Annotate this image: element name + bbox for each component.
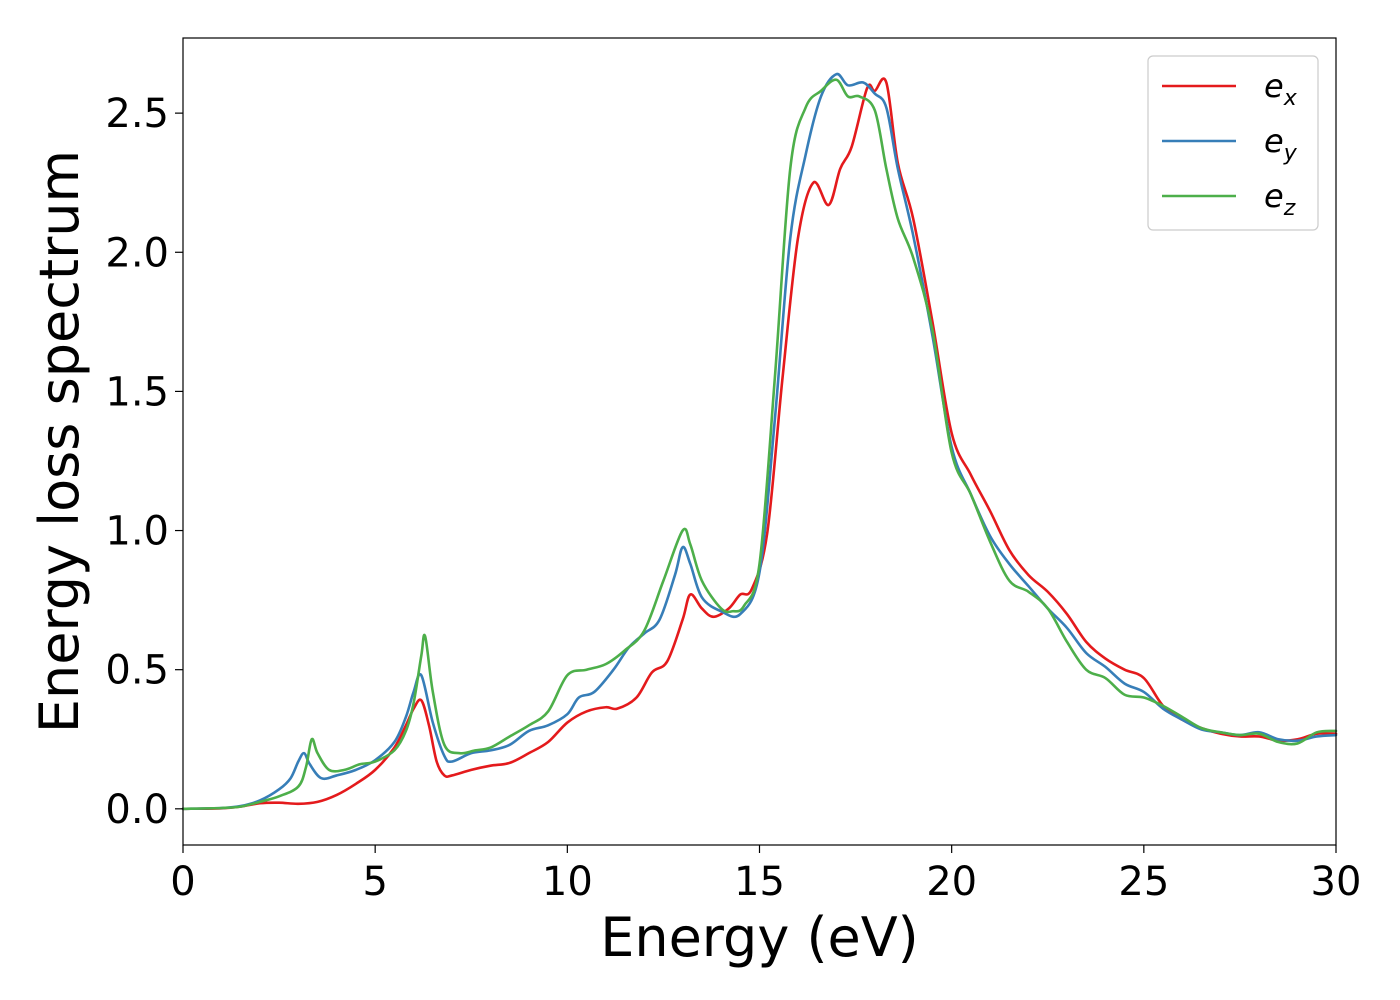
y-tick-label: 2.5 — [105, 91, 169, 137]
y-tick-label: 1.0 — [105, 509, 169, 555]
legend-box — [1147, 55, 1319, 231]
legend-label-x: ex — [1264, 67, 1298, 111]
legend-label-y: ey — [1264, 122, 1298, 166]
y-axis-title: Energy loss spectrum — [28, 150, 91, 733]
series-line-z — [181, 78, 1338, 811]
x-axis-title: Energy (eV) — [600, 906, 919, 969]
x-tick-label: 25 — [1118, 859, 1169, 905]
legend: ex ey ez — [1147, 55, 1319, 231]
y-tick-label: 1.5 — [105, 369, 169, 415]
x-tick-label: 15 — [734, 859, 785, 905]
y-axis-ticks: 0.0 0.5 1.0 1.5 2.0 2.5 — [105, 91, 183, 833]
x-tick-label: 20 — [926, 859, 977, 905]
plot-lines — [181, 72, 1338, 811]
x-tick-label: 0 — [170, 859, 195, 905]
x-axis-ticks: 0 5 10 15 20 25 30 — [170, 845, 1361, 905]
x-tick-label: 30 — [1311, 859, 1362, 905]
x-tick-label: 10 — [542, 859, 593, 905]
legend-label-z: ez — [1264, 177, 1296, 221]
y-tick-label: 0.0 — [105, 787, 169, 833]
series-line-y — [181, 72, 1338, 811]
x-tick-label: 5 — [362, 859, 387, 905]
y-tick-label: 0.5 — [105, 648, 169, 694]
y-tick-label: 2.0 — [105, 230, 169, 276]
